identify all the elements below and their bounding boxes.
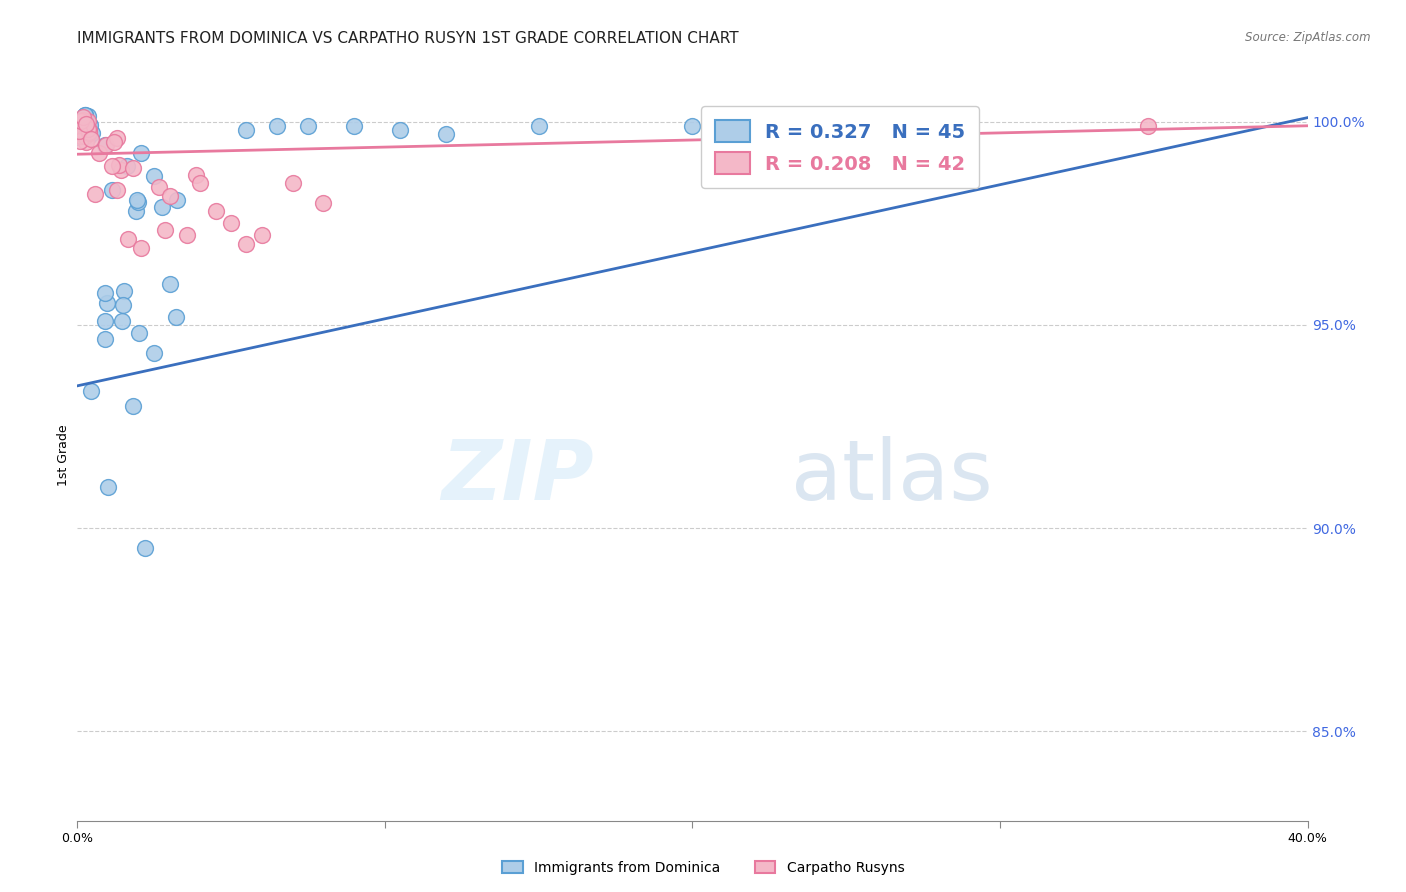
Point	[159, 188, 181, 202]
Point	[77, 126, 100, 140]
Text: atlas: atlas	[792, 436, 993, 517]
Point	[100, 183, 122, 197]
Point	[82, 126, 104, 140]
Point	[343, 119, 366, 133]
Point	[125, 204, 148, 219]
Point	[94, 137, 117, 152]
Point	[75, 135, 97, 149]
Point	[70, 128, 93, 143]
Point	[73, 108, 96, 122]
Point	[79, 129, 101, 144]
Legend: Immigrants from Dominica, Carpatho Rusyns: Immigrants from Dominica, Carpatho Rusyn…	[496, 855, 910, 880]
Point	[219, 216, 242, 230]
Point	[101, 159, 124, 173]
Point	[312, 196, 335, 211]
Point	[148, 180, 170, 194]
Point	[72, 113, 94, 128]
Text: ZIP: ZIP	[441, 436, 595, 517]
Point	[69, 134, 91, 148]
Point	[73, 129, 96, 144]
Point	[153, 223, 176, 237]
Point	[93, 332, 115, 346]
Point	[77, 123, 100, 137]
Point	[76, 122, 98, 136]
Point	[127, 194, 149, 209]
Point	[67, 130, 90, 145]
Point	[94, 285, 117, 300]
Point	[266, 119, 288, 133]
Point	[77, 109, 100, 123]
Point	[66, 128, 89, 142]
Point	[159, 277, 181, 292]
Point	[75, 120, 97, 134]
Point	[122, 399, 145, 413]
Point	[111, 314, 134, 328]
Point	[73, 108, 96, 122]
Point	[235, 123, 257, 137]
Point	[80, 131, 103, 145]
Point	[129, 242, 152, 256]
Text: Source: ZipAtlas.com: Source: ZipAtlas.com	[1246, 31, 1371, 45]
Point	[97, 480, 120, 494]
Point	[527, 119, 550, 133]
Point	[165, 310, 187, 324]
Point	[129, 146, 152, 161]
Point	[143, 169, 166, 183]
Point	[188, 176, 212, 190]
Point	[204, 204, 226, 219]
Point	[436, 127, 458, 141]
Point	[250, 228, 273, 243]
Point	[176, 228, 198, 243]
Legend: R = 0.327   N = 45, R = 0.208   N = 42: R = 0.327 N = 45, R = 0.208 N = 42	[702, 106, 979, 188]
Point	[105, 131, 128, 145]
Point	[79, 118, 101, 132]
Point	[682, 119, 704, 133]
Point	[128, 326, 150, 340]
Point	[143, 346, 166, 360]
Point	[112, 297, 135, 311]
Point	[70, 116, 93, 130]
Point	[103, 136, 125, 150]
Point	[184, 169, 207, 183]
Point	[134, 541, 156, 556]
Point	[94, 314, 117, 328]
Text: IMMIGRANTS FROM DOMINICA VS CARPATHO RUSYN 1ST GRADE CORRELATION CHART: IMMIGRANTS FROM DOMINICA VS CARPATHO RUS…	[77, 31, 740, 46]
Point	[281, 176, 304, 190]
Point	[72, 110, 94, 124]
Point	[94, 137, 117, 152]
Point	[125, 193, 148, 207]
Point	[83, 187, 105, 202]
Point	[80, 384, 103, 399]
Point	[105, 183, 128, 197]
Point	[67, 124, 90, 138]
Point	[150, 200, 173, 214]
Point	[77, 124, 100, 138]
Point	[122, 161, 145, 176]
Point	[110, 163, 132, 178]
Point	[75, 117, 97, 131]
Point	[166, 194, 188, 208]
Point	[70, 113, 93, 128]
Point	[87, 146, 110, 161]
Point	[115, 159, 138, 173]
Point	[76, 114, 98, 128]
Point	[76, 125, 98, 139]
Point	[96, 296, 118, 310]
Point	[112, 284, 135, 298]
Point	[297, 119, 319, 133]
Y-axis label: 1st Grade: 1st Grade	[58, 424, 70, 486]
Point	[117, 232, 139, 246]
Point	[235, 236, 257, 251]
Point	[67, 121, 90, 136]
Point	[389, 123, 412, 137]
Point	[73, 124, 96, 138]
Point	[108, 158, 131, 172]
Point	[1136, 119, 1159, 133]
